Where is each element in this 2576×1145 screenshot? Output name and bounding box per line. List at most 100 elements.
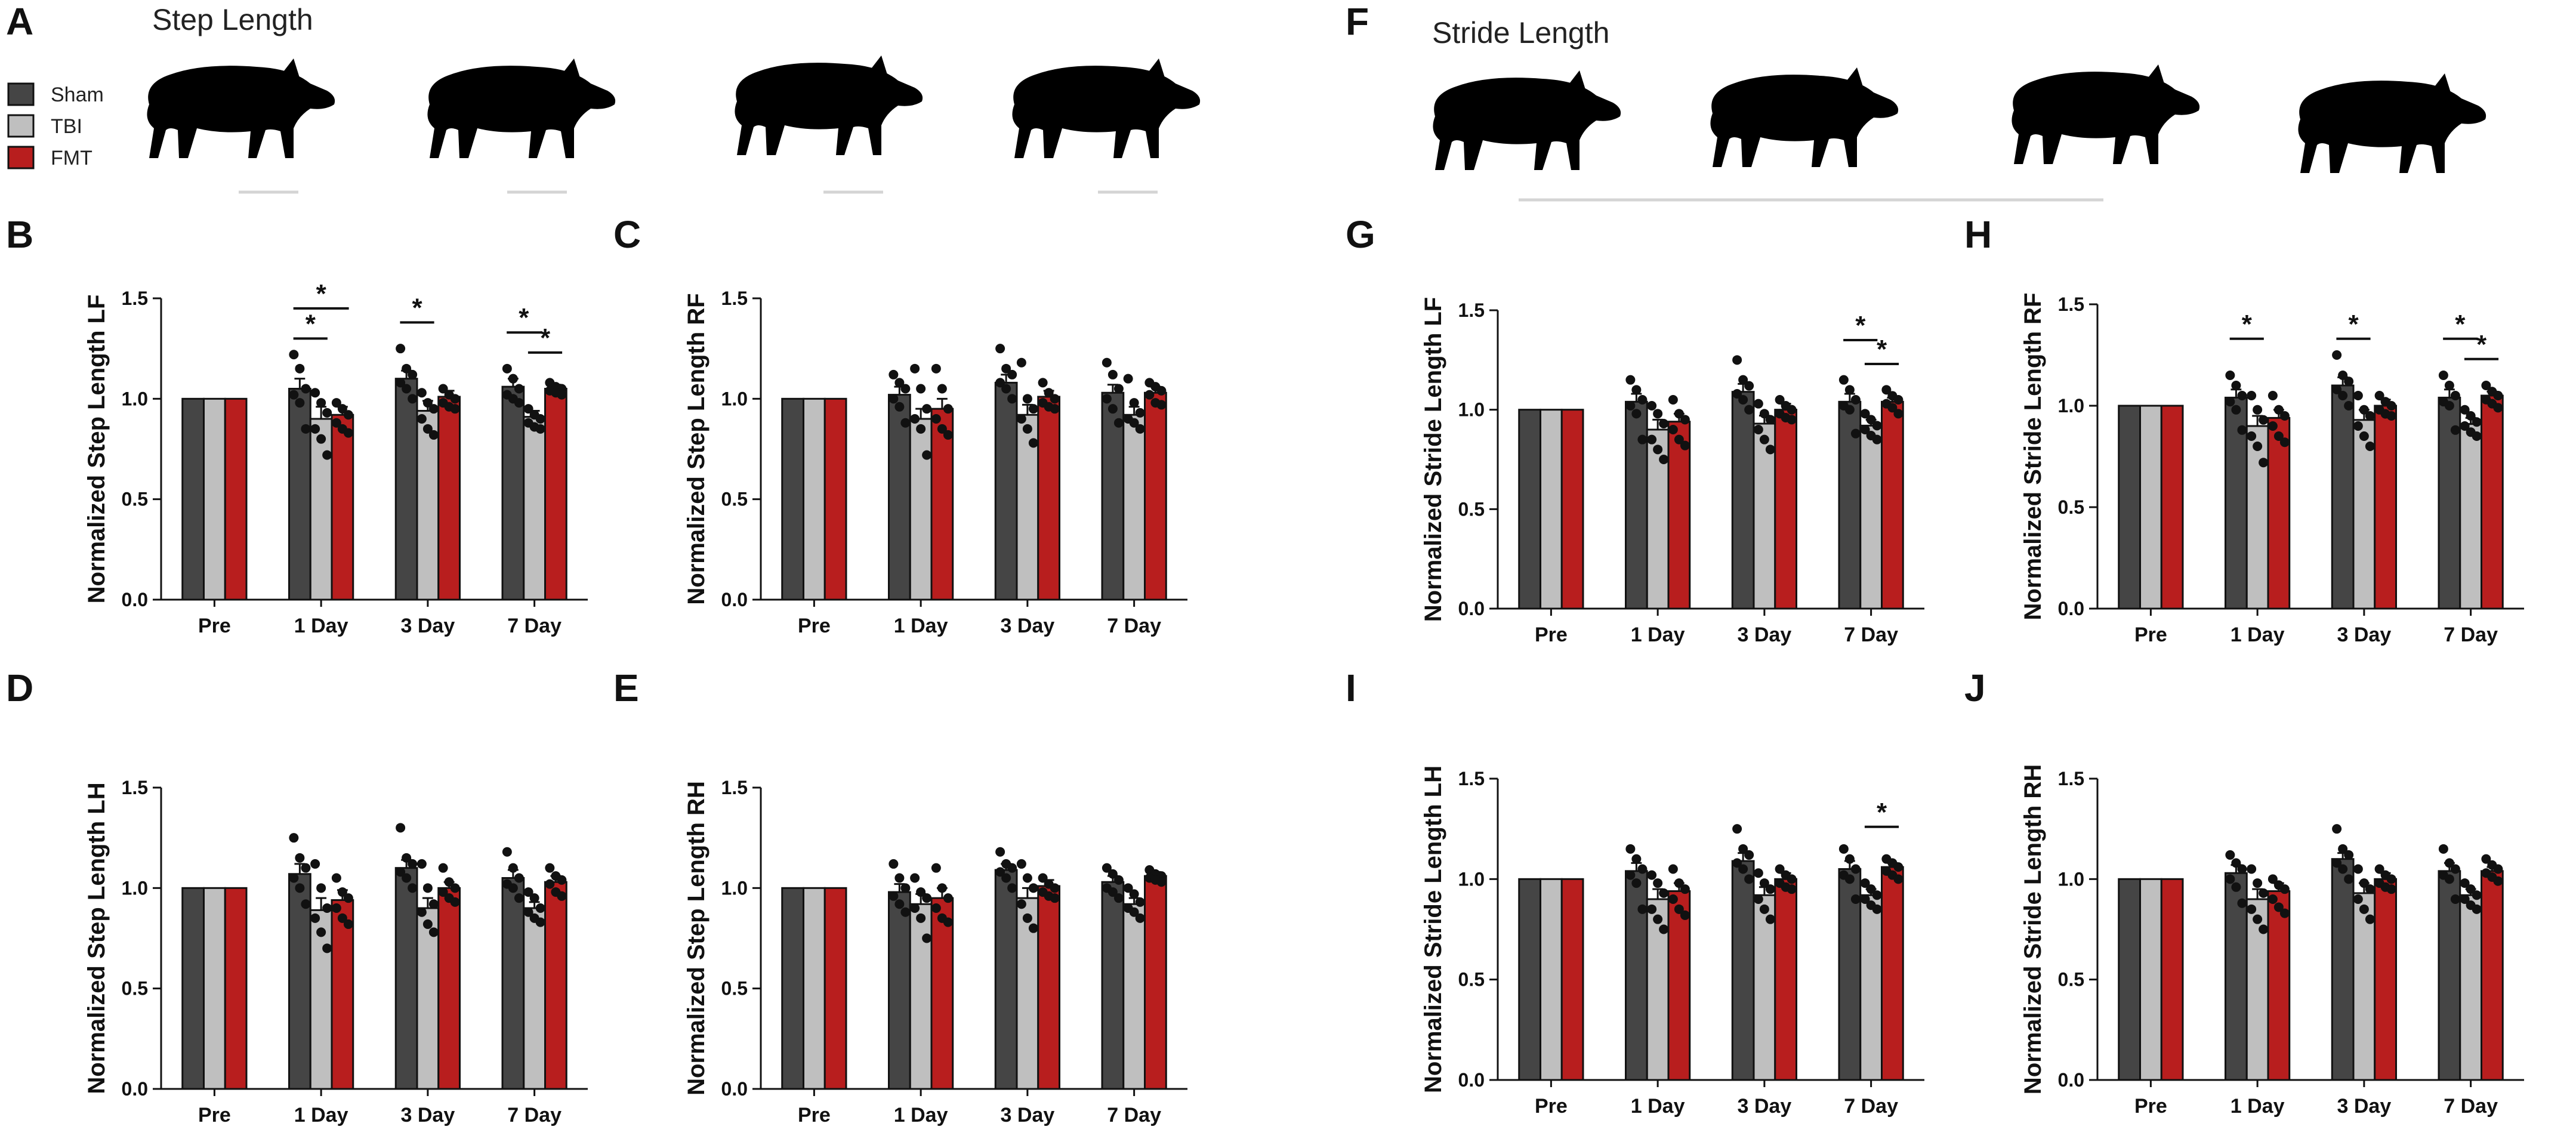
bar-tbi-2 xyxy=(1753,894,1776,1081)
data-point xyxy=(402,853,412,863)
data-point xyxy=(922,450,932,460)
data-point xyxy=(1860,409,1870,419)
bar-sham-2 xyxy=(394,378,418,601)
bar-sham-0 xyxy=(2118,405,2141,610)
data-point xyxy=(1680,415,1690,425)
data-point xyxy=(1022,394,1032,404)
data-point xyxy=(1680,910,1690,920)
data-point xyxy=(1659,924,1669,934)
data-point xyxy=(343,919,353,929)
data-point xyxy=(301,863,311,873)
y-axis-label: Normalized Stride Length RH xyxy=(2020,764,2046,1094)
data-point xyxy=(1738,395,1748,405)
data-point xyxy=(2460,878,2470,888)
data-point xyxy=(1647,401,1657,411)
data-point xyxy=(1872,421,1882,431)
data-point xyxy=(1872,434,1882,445)
y-tick-label: 0.5 xyxy=(2058,496,2084,518)
bar-tbi-2 xyxy=(416,907,440,1090)
data-point xyxy=(943,917,953,927)
data-point xyxy=(316,434,326,444)
x-tick-label: 1 Day xyxy=(2231,1095,2285,1118)
data-point xyxy=(1625,401,1636,411)
data-point xyxy=(1744,874,1754,884)
bar-sham-2 xyxy=(1731,391,1755,610)
data-point xyxy=(1625,375,1636,385)
bar-tbi-1 xyxy=(309,418,333,601)
significance-star: * xyxy=(2242,310,2253,339)
panel-label-e: E xyxy=(613,666,639,709)
bar-fmt-0 xyxy=(224,397,248,601)
data-point xyxy=(2386,884,2396,894)
x-tick-label: Pre xyxy=(2134,624,2167,646)
y-tick-label: 1.5 xyxy=(2058,768,2084,789)
x-tick-label: 7 Day xyxy=(507,1104,562,1127)
data-point xyxy=(2225,850,2235,860)
x-tick-label: 1 Day xyxy=(1631,624,1685,646)
significance-star: * xyxy=(412,293,422,322)
bar-sham-0 xyxy=(181,887,205,1090)
data-point xyxy=(322,450,332,460)
data-point xyxy=(1887,403,1898,413)
bar-sham-2 xyxy=(2331,858,2355,1081)
bar-fmt-2 xyxy=(2374,878,2397,1081)
bar-fmt-0 xyxy=(1560,878,1584,1081)
data-point xyxy=(289,390,299,400)
pig-silhouette-stride-2 xyxy=(1710,67,1899,167)
data-point xyxy=(2353,864,2363,874)
data-point xyxy=(2338,844,2348,854)
y-axis-label: Normalized Step Length RH xyxy=(683,781,709,1095)
y-tick-label: 1.0 xyxy=(2058,868,2084,890)
data-point xyxy=(2466,411,2476,421)
bar-tbi-2 xyxy=(2352,892,2376,1081)
data-point xyxy=(310,859,320,869)
bar-fmt-3 xyxy=(1881,400,1904,610)
bar-fmt-0 xyxy=(2160,878,2184,1081)
data-point xyxy=(523,404,533,414)
data-point xyxy=(1759,878,1769,888)
data-point xyxy=(922,893,932,903)
data-point xyxy=(514,893,524,903)
data-point xyxy=(1016,859,1026,869)
data-point xyxy=(2259,888,2269,898)
data-point xyxy=(1001,384,1011,394)
bar-sham-2 xyxy=(394,867,418,1090)
data-point xyxy=(322,408,332,418)
data-point xyxy=(2237,391,2247,400)
panel-label-i: I xyxy=(1346,666,1356,709)
data-point xyxy=(2231,405,2241,415)
significance-star: * xyxy=(2348,310,2359,339)
data-point xyxy=(1022,873,1032,883)
data-point xyxy=(1775,864,1785,874)
x-tick-label: 1 Day xyxy=(894,615,948,637)
bar-sham-3 xyxy=(501,877,525,1090)
data-point xyxy=(1765,914,1775,924)
data-point xyxy=(995,867,1005,877)
significance-star: * xyxy=(1877,335,1887,364)
data-point xyxy=(1631,878,1642,888)
significance-star: * xyxy=(2455,310,2466,339)
data-point xyxy=(2225,397,2235,407)
y-tick-label: 1.5 xyxy=(122,777,148,798)
data-point xyxy=(2450,864,2460,874)
bar-fmt-0 xyxy=(823,397,847,601)
data-point xyxy=(523,907,533,917)
data-point xyxy=(1107,887,1118,897)
data-point xyxy=(922,404,932,414)
data-point xyxy=(508,863,518,873)
data-point xyxy=(1765,884,1775,894)
data-point xyxy=(301,424,311,434)
data-point xyxy=(2273,405,2284,415)
data-point xyxy=(557,875,567,885)
data-point xyxy=(444,877,454,887)
data-point xyxy=(1637,864,1648,874)
data-point xyxy=(450,404,460,414)
data-point xyxy=(331,873,341,883)
x-tick-label: Pre xyxy=(798,1104,831,1127)
data-point xyxy=(2481,854,2491,864)
data-point xyxy=(1113,875,1124,885)
x-tick-label: Pre xyxy=(798,615,831,637)
data-point xyxy=(2332,824,2342,834)
data-point xyxy=(943,430,953,440)
